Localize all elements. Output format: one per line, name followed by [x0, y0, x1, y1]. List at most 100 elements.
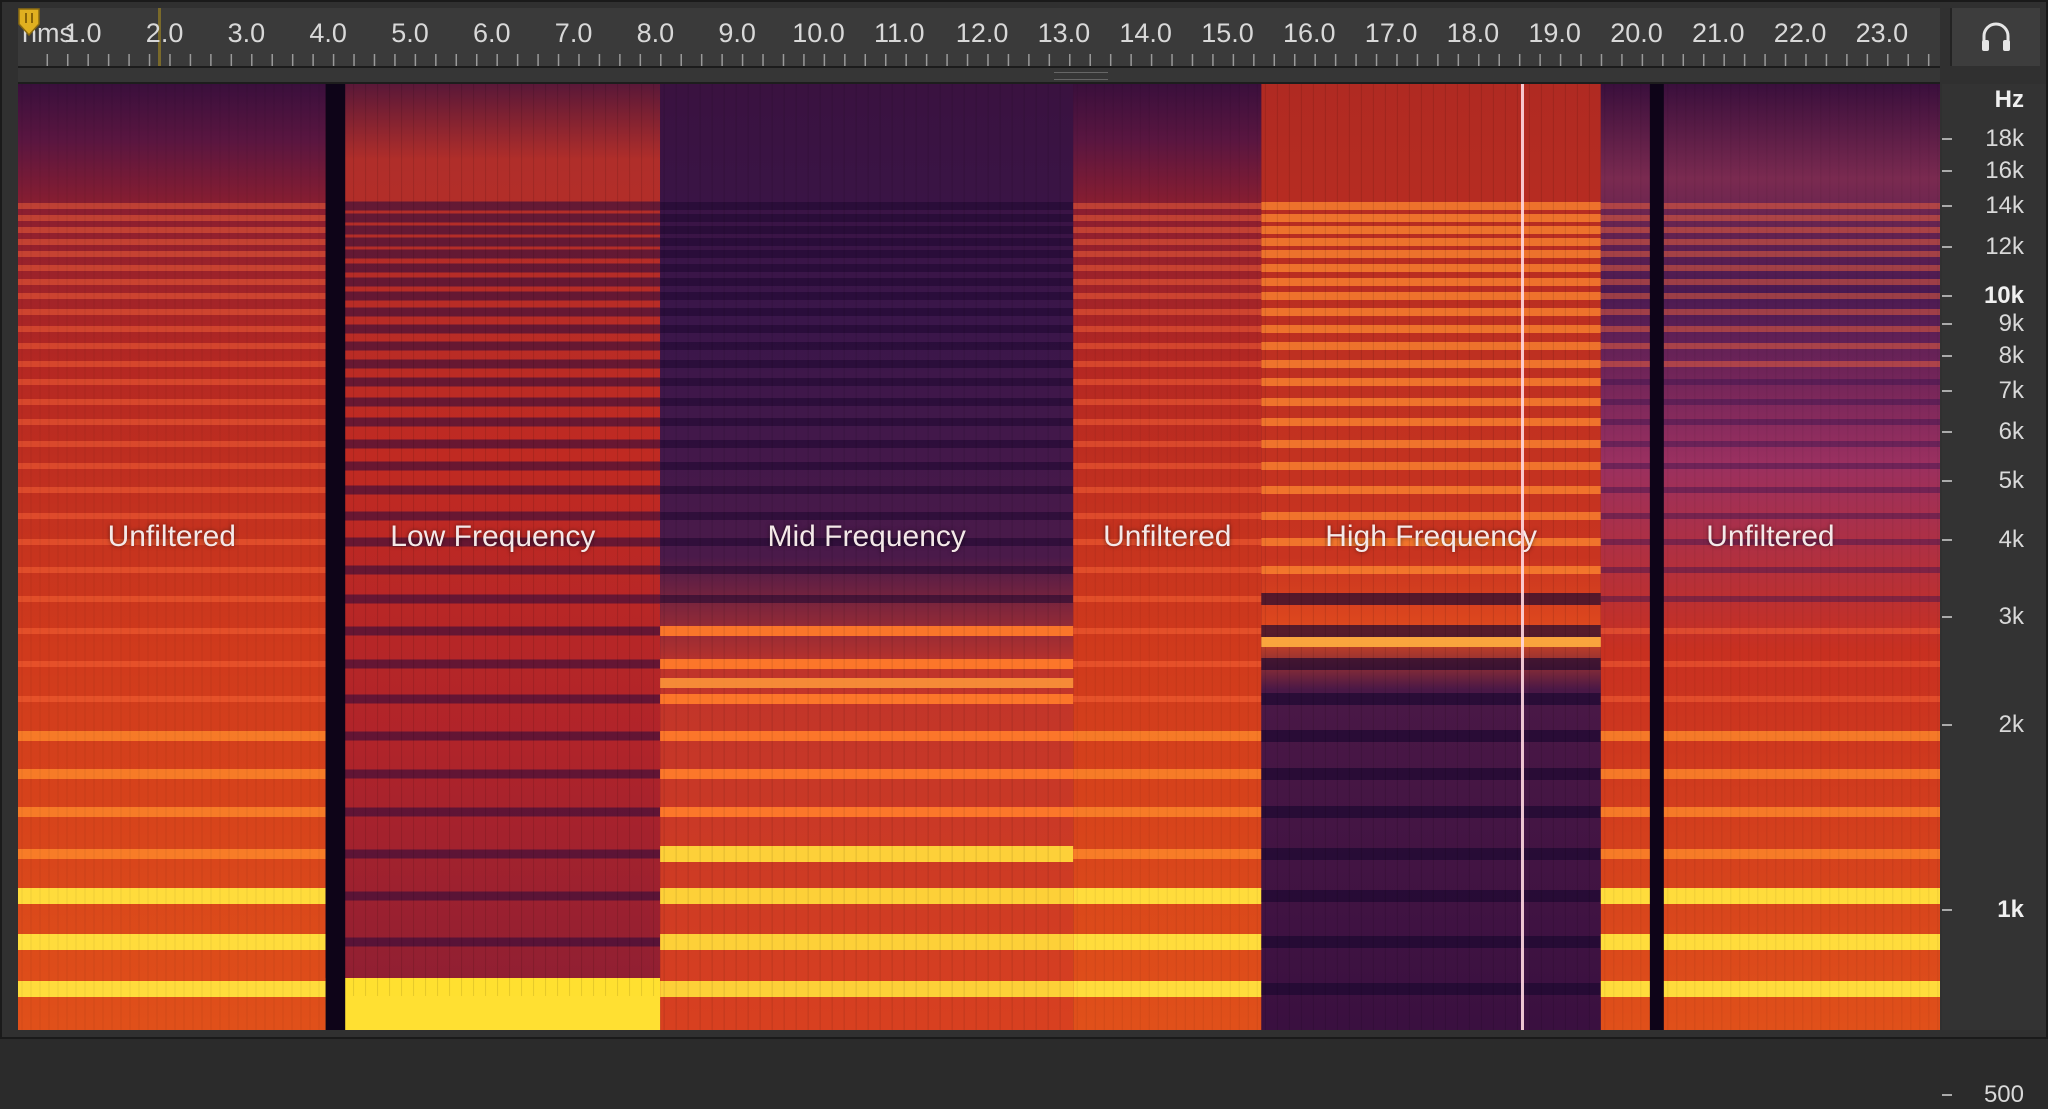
- harmonic-band: [18, 807, 326, 817]
- harmonic-band: [1261, 398, 1601, 406]
- time-ruler[interactable]: hms 1.0 2.0 3.0 4.0 5.0 6.0 7.0 8.0 9.0 10.0 11.0 12…: [18, 8, 1940, 68]
- harmonic-band: [325, 225, 661, 235]
- frequency-tick-label: 4k: [1998, 526, 2024, 554]
- spectral-display[interactable]: Unfiltered Low Frequency Mid Frequency Unfi…: [18, 84, 1940, 1030]
- harmonic-band: [325, 565, 661, 575]
- harmonic-band: [660, 418, 1074, 426]
- harmonic-band: [660, 486, 1074, 494]
- start-marker[interactable]: [158, 8, 161, 66]
- harmonic-band: [660, 398, 1074, 406]
- harmonic-band: [18, 399, 326, 405]
- harmonic-band: [1600, 343, 1940, 349]
- harmonic-band: [1600, 934, 1940, 950]
- harmonic-band: [18, 309, 326, 315]
- harmonic-band: [1073, 399, 1262, 405]
- harmonic-band: [1073, 441, 1262, 447]
- harmonic-band: [18, 361, 326, 367]
- frequency-tick-mark: [1942, 479, 1952, 482]
- harmonic-band: [18, 731, 326, 741]
- harmonic-band: [1073, 251, 1262, 257]
- frequency-tick-label: 14k: [1985, 192, 2024, 220]
- harmonic-band: [1261, 566, 1601, 574]
- harmonic-band: [1261, 625, 1601, 637]
- harmonic-band: [660, 360, 1074, 368]
- frequency-tick-mark: [1942, 909, 1952, 911]
- harmonic-band: [18, 293, 326, 299]
- harmonic-band: [660, 238, 1074, 246]
- harmonic-band: [660, 264, 1074, 272]
- harmonic-band: [660, 250, 1074, 258]
- frequency-tick-mark: [1942, 295, 1952, 297]
- harmonic-band: [660, 659, 1074, 669]
- harmonic-band: [18, 513, 326, 519]
- harmonic-band: [1073, 203, 1262, 209]
- harmonic-band: [1073, 239, 1262, 245]
- frequency-tick-mark: [1942, 724, 1952, 727]
- harmonic-band: [1261, 890, 1601, 902]
- harmonic-band: [1073, 215, 1262, 221]
- harmonic-band: [1073, 731, 1262, 741]
- harmonic-band: [325, 324, 661, 334]
- harmonic-band: [1073, 419, 1262, 425]
- time-label: 14.0: [1119, 18, 1172, 48]
- region-background: [1261, 84, 1601, 1030]
- frequency-tick-mark: [1942, 431, 1952, 434]
- time-label: 11.0: [874, 18, 925, 48]
- harmonic-band: [18, 279, 326, 285]
- harmonic-band: [1600, 628, 1940, 634]
- region-background: [1073, 84, 1262, 1030]
- harmonic-band: [1261, 512, 1601, 520]
- panel-splitter[interactable]: [18, 68, 1940, 84]
- frequency-tick-label: 1k: [1997, 896, 2024, 923]
- harmonic-band: [1073, 343, 1262, 349]
- harmonic-band: [18, 981, 326, 997]
- time-label: 20.0: [1610, 18, 1663, 48]
- harmonic-band: [325, 626, 661, 636]
- playhead-handle-icon[interactable]: [18, 8, 40, 36]
- frequency-tick-label: 6k: [1998, 418, 2024, 446]
- harmonic-band: [1600, 441, 1940, 447]
- harmonic-band: [1261, 440, 1601, 448]
- harmonic-band: [1073, 567, 1262, 573]
- harmonic-band: [1261, 360, 1601, 368]
- harmonic-band: [660, 538, 1074, 546]
- harmonic-band: [1073, 981, 1262, 997]
- splitter-grip[interactable]: [1054, 72, 1108, 80]
- spectrogram-image: [18, 84, 1940, 1030]
- harmonic-band: [660, 325, 1074, 333]
- harmonic-band: [1600, 769, 1940, 779]
- playhead-line[interactable]: [1521, 84, 1525, 1030]
- time-label: 21.0: [1692, 18, 1745, 48]
- harmonic-band: [325, 291, 661, 301]
- harmonic-band: [1600, 696, 1940, 702]
- harmonic-band: [1261, 486, 1601, 494]
- harmonic-band: [325, 377, 661, 387]
- harmonic-band: [660, 731, 1074, 741]
- harmonic-band: [1600, 203, 1940, 209]
- harmonic-band: [18, 239, 326, 245]
- harmonic-band: [1261, 308, 1601, 316]
- harmonic-band: [325, 849, 661, 859]
- harmonic-band: [325, 978, 661, 1000]
- harmonic-band: [325, 594, 661, 604]
- harmonic-band: [1261, 418, 1601, 426]
- harmonic-band: [1073, 379, 1262, 385]
- frequency-tick-mark: [1942, 138, 1952, 141]
- harmonic-band: [1261, 538, 1601, 546]
- harmonic-band: [1073, 769, 1262, 779]
- monitor-button[interactable]: [1950, 8, 2040, 66]
- harmonic-band: [18, 628, 326, 634]
- harmonic-band: [1073, 265, 1262, 271]
- harmonic-band: [1261, 936, 1601, 948]
- silence-gap: [1649, 84, 1664, 1030]
- harmonic-band: [1600, 239, 1940, 245]
- harmonic-band: [1073, 487, 1262, 493]
- frequency-tick-label: 3k: [1998, 603, 2024, 631]
- harmonic-band: [18, 379, 326, 385]
- cutoff-band: [1261, 637, 1601, 647]
- harmonic-band: [1600, 981, 1940, 997]
- harmonic-band: [1600, 596, 1940, 602]
- harmonic-band: [325, 201, 661, 211]
- harmonic-band: [1073, 849, 1262, 859]
